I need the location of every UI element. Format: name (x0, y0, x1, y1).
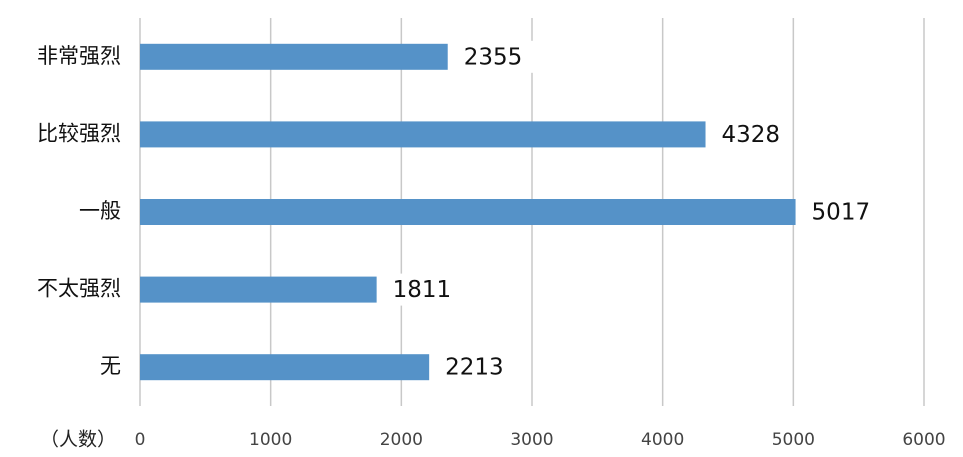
y-tick-label: 比较强烈 (37, 121, 121, 145)
value-label-bg (455, 40, 534, 73)
x-tick-label: 6000 (902, 430, 945, 450)
bar (140, 354, 430, 381)
value-label: 5017 (812, 200, 871, 226)
axis-unit-label: （人数） (40, 429, 116, 451)
bar (140, 199, 796, 225)
value-label: 2355 (464, 44, 523, 70)
y-tick-label: 无 (100, 354, 121, 378)
value-label-bg (437, 351, 516, 384)
x-tick-label: 2000 (380, 430, 423, 450)
bar (140, 121, 706, 148)
value-label: 1811 (393, 277, 452, 303)
y-tick-label: 非常强烈 (37, 44, 121, 68)
x-tick-label: 0 (135, 430, 146, 450)
bar (140, 43, 448, 70)
x-tick-label: 1000 (249, 430, 292, 450)
value-label: 2213 (445, 355, 504, 381)
y-tick-label: 不太强烈 (37, 277, 121, 301)
value-label-bg (713, 118, 792, 151)
x-tick-label: 5000 (772, 430, 815, 450)
value-label: 4328 (722, 122, 781, 148)
value-label-bg (384, 273, 463, 306)
x-tick-label: 4000 (641, 430, 684, 450)
value-label-bg (803, 196, 882, 228)
bar (140, 276, 377, 303)
x-tick-label: 3000 (510, 430, 553, 450)
y-tick-label: 一般 (79, 199, 121, 223)
